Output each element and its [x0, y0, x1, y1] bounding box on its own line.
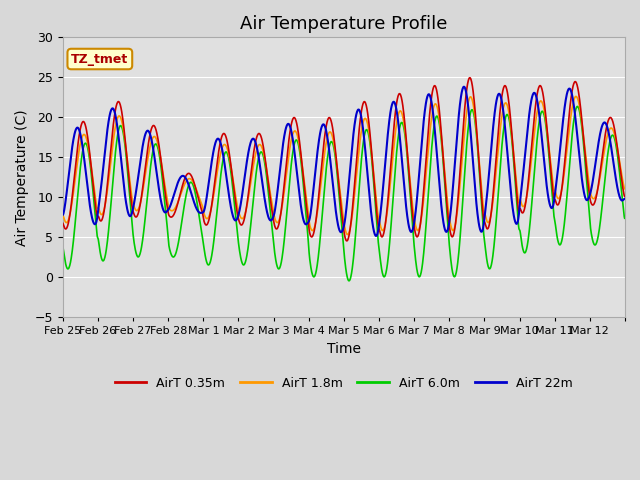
Legend: AirT 0.35m, AirT 1.8m, AirT 6.0m, AirT 22m: AirT 0.35m, AirT 1.8m, AirT 6.0m, AirT 2…	[110, 372, 577, 395]
Title: Air Temperature Profile: Air Temperature Profile	[240, 15, 447, 33]
Text: TZ_tmet: TZ_tmet	[71, 52, 129, 65]
X-axis label: Time: Time	[327, 342, 361, 356]
Y-axis label: Air Temperature (C): Air Temperature (C)	[15, 109, 29, 246]
